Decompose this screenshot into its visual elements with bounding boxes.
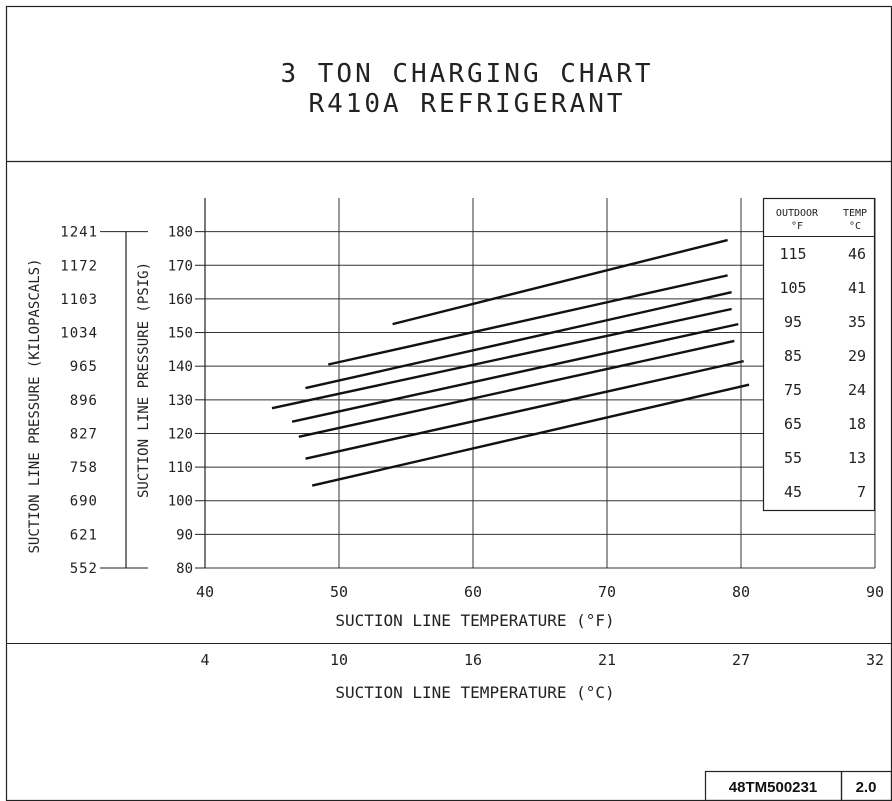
x2-tick-label: 16: [464, 651, 482, 669]
legend-header-outdoor: OUTDOOR: [776, 208, 819, 219]
x2-tick-label: 21: [598, 651, 616, 669]
y-tick-label: 150: [168, 326, 193, 342]
legend-row-c: 46: [848, 245, 866, 263]
y-tick-label: 90: [176, 527, 193, 543]
x-tick-label: 50: [330, 583, 348, 601]
y2-tick-label: 1034: [60, 326, 98, 342]
y-tick-label: 170: [168, 258, 193, 274]
series-line-3: [305, 291, 732, 390]
legend-row-c: 13: [848, 449, 866, 467]
x2-tick-label: 32: [866, 651, 884, 669]
legend-rows: 115 46 105 41 95 35 85 29 75 24 65 18 55 13 45 7: [779, 245, 866, 501]
legend-row-c: 24: [848, 381, 866, 399]
legend-header-unit-c: °C: [849, 221, 861, 232]
legend-row-f: 105: [779, 279, 806, 297]
revision: 2.0: [856, 779, 877, 796]
legend-row-f: 45: [784, 483, 802, 501]
legend-row-f: 65: [784, 415, 802, 433]
series-line-6: [298, 339, 735, 438]
y2-tick-label: 758: [70, 460, 98, 476]
series-lines: [271, 238, 750, 487]
y2-tick-label: 552: [70, 561, 98, 577]
x2-tick-label: 10: [330, 651, 348, 669]
x-axis-title-secondary: SUCTION LINE TEMPERATURE (°C): [335, 683, 614, 702]
y-axis-kpa: 1241 1172 1103 1034 965 896 827 758 690 621 552: [60, 225, 148, 577]
legend-row-c: 35: [848, 313, 866, 331]
x-axis-celsius: 4 10 16 21 27 32: [200, 651, 884, 669]
x-axis-title: SUCTION LINE TEMPERATURE (°F): [335, 611, 614, 630]
legend-row-c: 41: [848, 279, 866, 297]
y2-tick-label: 1103: [60, 292, 98, 308]
y-tick-label: 140: [168, 359, 193, 375]
legend-row-c: 7: [857, 483, 866, 501]
y2-tick-label: 1172: [60, 258, 98, 274]
x-axis-fahrenheit: 40 50 60 70 80 90: [196, 583, 884, 601]
series-line-1: [392, 238, 728, 326]
document-id-box: 48TM500231 2.0: [704, 770, 892, 801]
series-line-5: [291, 322, 739, 423]
legend-row-c: 18: [848, 415, 866, 433]
series-line-2: [328, 274, 728, 366]
chart-subtitle: R410A REFRIGERANT: [308, 89, 625, 119]
y-tick-label: 130: [168, 393, 193, 409]
legend: OUTDOOR TEMP °F °C 115 46 105 41 95 35 85 29 75 2…: [762, 197, 876, 512]
y-tick-label: 100: [168, 494, 193, 510]
legend-row-f: 75: [784, 381, 802, 399]
chart-title: 3 TON CHARGING CHART: [280, 59, 653, 89]
legend-row-f: 55: [784, 449, 802, 467]
y-tick-label: 110: [168, 460, 193, 476]
x-tick-label: 80: [732, 583, 750, 601]
x-tick-label: 70: [598, 583, 616, 601]
y-axis-title-secondary: SUCTION LINE PRESSURE (KILOPASCALS): [27, 258, 43, 553]
series-line-7: [305, 359, 744, 460]
y2-tick-label: 965: [70, 359, 98, 375]
legend-box: [762, 197, 876, 512]
series-line-4: [271, 307, 732, 410]
series-line-8: [311, 383, 750, 487]
y2-tick-label: 621: [70, 527, 98, 543]
legend-row-f: 95: [784, 313, 802, 331]
legend-row-f: 85: [784, 347, 802, 365]
legend-header-unit-f: °F: [791, 221, 803, 232]
legend-header-temp: TEMP: [843, 208, 867, 219]
x-tick-label: 90: [866, 583, 884, 601]
y-tick-label: 180: [168, 225, 193, 241]
legend-row-c: 29: [848, 347, 866, 365]
x2-tick-label: 27: [732, 651, 750, 669]
y-tick-label: 160: [168, 292, 193, 308]
y2-tick-label: 827: [70, 426, 98, 442]
y-tick-label: 80: [176, 561, 193, 577]
y2-tick-label: 896: [70, 393, 98, 409]
x-tick-label: 40: [196, 583, 214, 601]
legend-row-f: 115: [779, 245, 806, 263]
x2-tick-label: 4: [200, 651, 209, 669]
y-axis-psig: 80 90 100 110 120 130 140 150 160 170 180: [168, 225, 205, 577]
y2-tick-label: 1241: [60, 225, 98, 241]
y-tick-label: 120: [168, 426, 193, 442]
document-number: 48TM500231: [729, 779, 817, 796]
y-axis-title: SUCTION LINE PRESSURE (PSIG): [136, 262, 152, 498]
x-tick-label: 60: [464, 583, 482, 601]
y2-tick-label: 690: [70, 494, 98, 510]
